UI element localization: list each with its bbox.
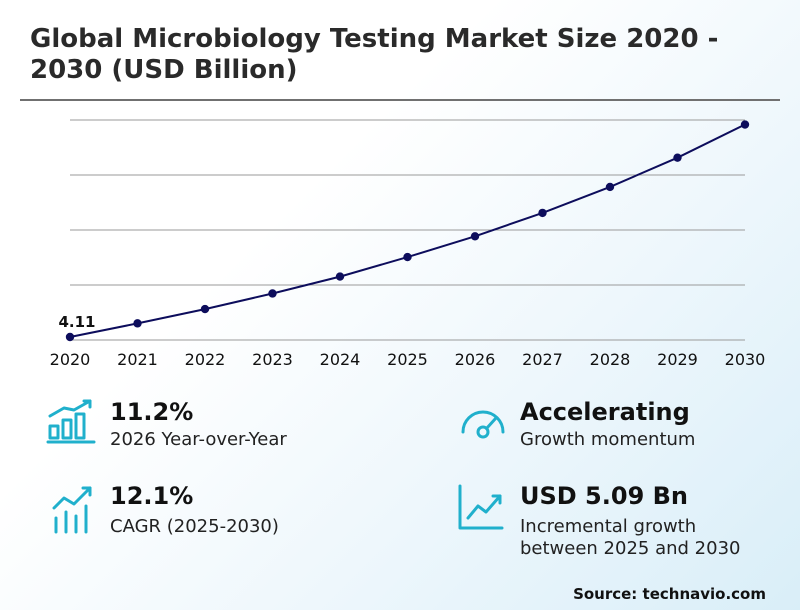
x-tick-label: 2022	[185, 350, 226, 369]
x-tick-label: 2027	[522, 350, 563, 369]
series-line	[69, 123, 746, 338]
data-point	[673, 153, 682, 162]
title-divider	[20, 99, 780, 101]
chart-title: Global Microbiology Testing Market Size …	[30, 24, 719, 85]
stat-momentum: Accelerating Growth momentum	[458, 398, 778, 458]
stat-description: CAGR (2025-2030)	[110, 516, 279, 537]
x-tick-label: 2029	[657, 350, 698, 369]
x-tick-label: 2020	[50, 350, 91, 369]
data-point	[200, 304, 210, 314]
data-point	[268, 289, 277, 298]
x-tick-label: 2030	[725, 350, 766, 369]
data-point	[538, 208, 547, 218]
stat-value: 12.1%	[110, 482, 194, 510]
trend-bars-icon	[52, 486, 92, 534]
stat-description: Incremental growth	[520, 516, 697, 537]
stat-value: Accelerating	[520, 398, 690, 426]
data-point	[65, 332, 75, 342]
stat-cagr: 12.1% CAGR (2025-2030)	[50, 482, 380, 542]
data-point	[133, 319, 142, 328]
stat-value: USD 5.09 Bn	[520, 482, 688, 510]
data-point	[740, 120, 750, 129]
x-tick-label: 2025	[387, 350, 428, 369]
stat-description-line2: between 2025 and 2030	[520, 538, 741, 559]
x-tick-label: 2024	[320, 350, 361, 369]
source-credit: Source: technavio.com	[573, 585, 766, 603]
gauge-icon	[461, 410, 505, 439]
data-point	[335, 272, 345, 281]
stat-description: Growth momentum	[520, 429, 696, 450]
growth-chart-icon	[458, 484, 504, 530]
x-tick-label: 2026	[455, 350, 496, 369]
x-tick-label: 2021	[117, 350, 158, 369]
stat-description: 2026 Year-over-Year	[110, 429, 287, 450]
x-tick-label: 2028	[590, 350, 631, 369]
data-point	[403, 252, 412, 262]
data-point	[470, 232, 480, 241]
x-tick-label: 2023	[252, 350, 293, 369]
stat-incremental: USD 5.09 Bn Incremental growth between 2…	[456, 482, 780, 566]
bar-chart-icon	[46, 399, 96, 444]
data-label: 4.11	[58, 313, 95, 331]
stat-value: 11.2%	[110, 398, 194, 426]
stat-yoy: 11.2% 2026 Year-over-Year	[46, 398, 376, 458]
data-point	[605, 182, 615, 192]
line-chart: 2020 2021 2022 2023 2024 2025 2026 2027 2028 2029…	[50, 119, 766, 369]
